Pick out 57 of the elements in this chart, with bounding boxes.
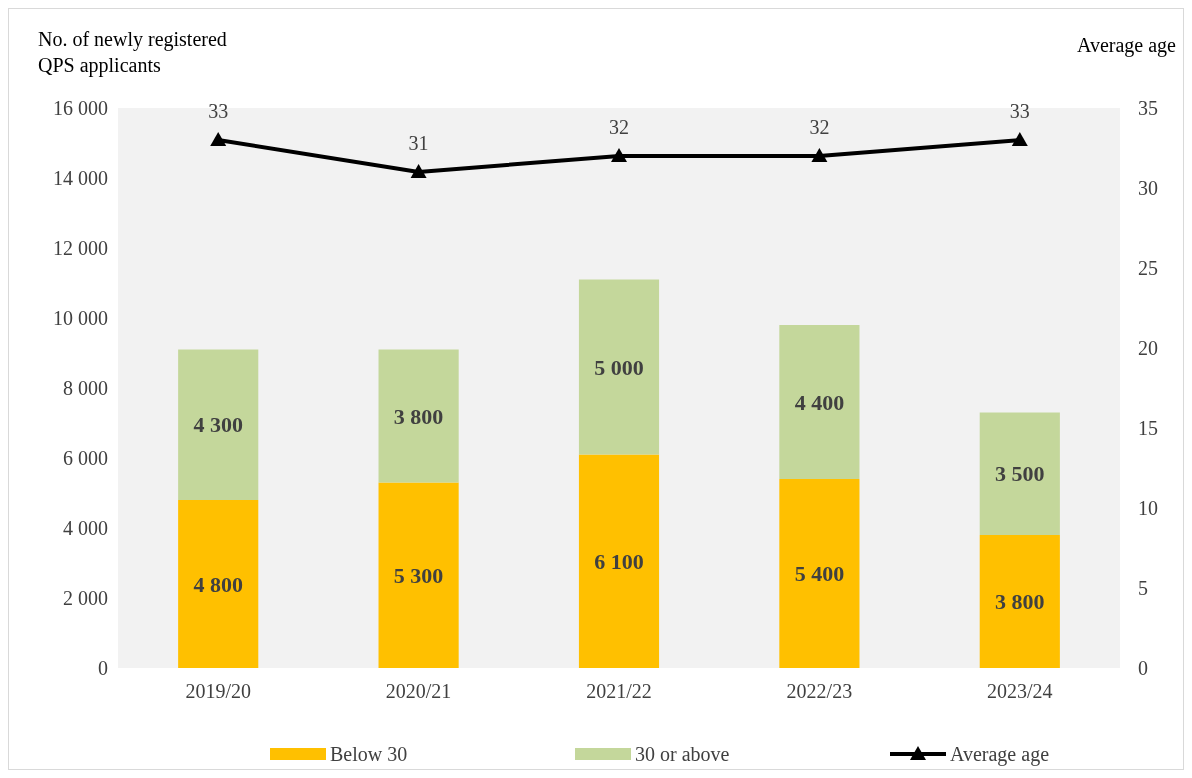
y-tick-label: 2 000 — [63, 587, 108, 609]
x-tick-label: 2020/21 — [385, 680, 452, 702]
legend-label: Average age — [950, 743, 1050, 766]
data-label: 3 500 — [995, 461, 1045, 487]
point — [410, 164, 427, 178]
legend-label: Below 30 — [330, 743, 408, 765]
point — [210, 132, 227, 146]
y-axis-title: No. of newly registered QPS applicants — [38, 28, 227, 77]
y2-tick-label: 30 — [1138, 177, 1158, 199]
point — [811, 148, 828, 162]
data-label: 4 400 — [794, 389, 845, 415]
x-tick-label: 2023/24 — [987, 680, 1053, 702]
bar — [578, 454, 660, 668]
bar — [779, 479, 860, 668]
data-label: 6 100 — [594, 548, 644, 574]
bar — [979, 412, 1060, 535]
data-label: 32 — [609, 116, 629, 138]
bar — [578, 279, 660, 455]
y-tick-label: 12 000 — [53, 237, 108, 259]
y2-tick-label: 25 — [1138, 257, 1158, 279]
data-label: 5 400 — [794, 561, 845, 587]
y-tick-label: 4 000 — [63, 517, 108, 539]
data-label: 33 — [208, 100, 229, 122]
y-tick-label: 8 000 — [63, 377, 108, 399]
y2-axis-title: Average age — [1076, 34, 1177, 57]
data-label: 3 800 — [995, 589, 1045, 615]
y-tick-label: 14 000 — [53, 167, 108, 189]
y2-tick-label: 20 — [1138, 337, 1158, 359]
data-label: 33 — [1009, 100, 1030, 122]
data-label: 4 300 — [193, 412, 243, 438]
bar — [378, 482, 459, 668]
y-tick-label: 16 000 — [53, 97, 108, 119]
data-label: 31 — [408, 132, 429, 154]
y-tick-label: 6 000 — [63, 447, 108, 469]
bar — [178, 349, 259, 500]
bar — [378, 349, 459, 483]
bar — [979, 535, 1060, 668]
x-tick-label: 2019/20 — [185, 680, 251, 702]
legend-label: 30 or above — [635, 743, 730, 765]
y2-tick-label: 35 — [1138, 97, 1158, 119]
y2-tick-label: 0 — [1138, 657, 1148, 679]
bar — [178, 500, 259, 668]
data-label: 5 000 — [594, 354, 644, 380]
y2-tick-label: 5 — [1138, 577, 1148, 599]
y-tick-label: 10 000 — [53, 307, 108, 329]
x-tick-label: 2022/23 — [786, 680, 853, 702]
data-label: 4 800 — [193, 571, 243, 597]
y2-tick-label: 10 — [1138, 497, 1158, 519]
point — [1011, 132, 1028, 146]
data-label: 5 300 — [393, 562, 444, 588]
y-tick-label: 0 — [98, 657, 108, 679]
data-label: 3 800 — [393, 403, 444, 429]
data-label: 32 — [809, 116, 830, 138]
bar — [779, 325, 860, 479]
point — [611, 148, 627, 162]
x-tick-label: 2021/22 — [586, 680, 652, 702]
y2-tick-label: 15 — [1138, 417, 1158, 439]
